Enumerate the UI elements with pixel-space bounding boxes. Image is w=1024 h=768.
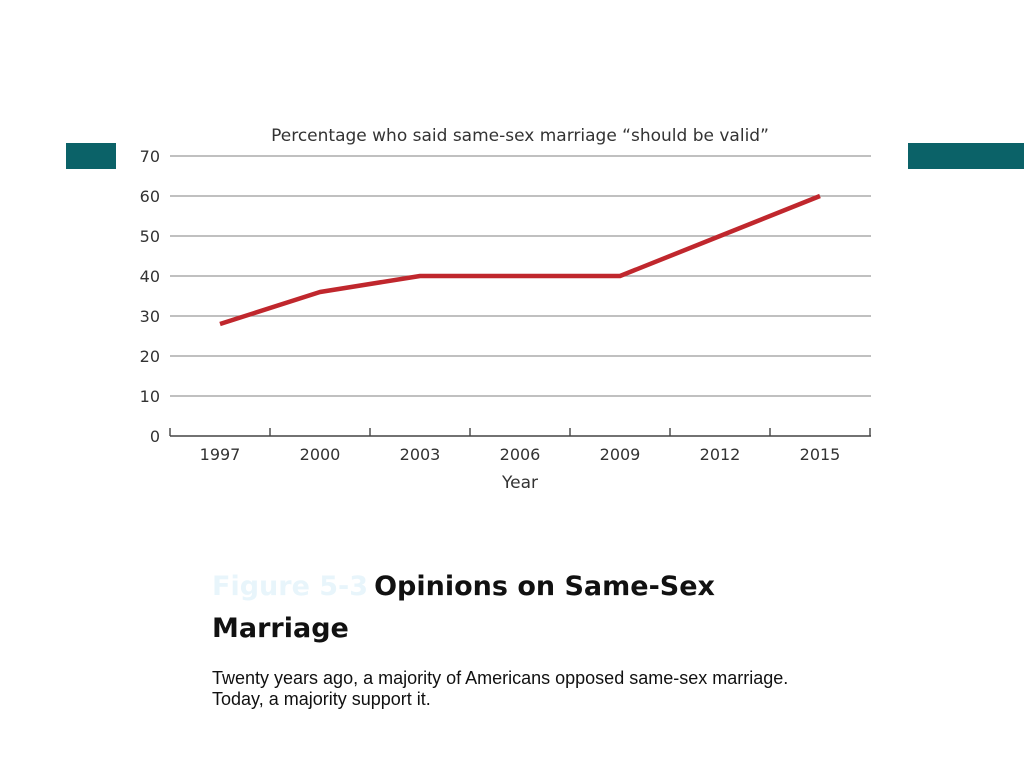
y-tick-label: 40 [140, 267, 160, 286]
y-tick-label: 0 [150, 427, 160, 446]
y-tick-label: 60 [140, 187, 160, 206]
x-tick-label: 2015 [800, 445, 841, 464]
series-line [219, 193, 821, 327]
x-tick-label: 2012 [700, 445, 741, 464]
figure-title: Opinions on Same-Sex Marriage [212, 571, 715, 644]
figure-description: Twenty years ago, a majority of American… [212, 668, 789, 709]
y-tick-label: 50 [140, 227, 160, 246]
series-layer [219, 193, 821, 327]
accent-bar-right [908, 143, 1024, 169]
y-tick-label: 30 [140, 307, 160, 326]
x-tick-label: 2000 [300, 445, 341, 464]
y-tick-label: 10 [140, 387, 160, 406]
x-tick-label: 2003 [400, 445, 441, 464]
line-chart: Percentage who said same-sex marriage “s… [140, 126, 871, 493]
grid-lines [170, 155, 871, 397]
x-tick-label: 1997 [200, 445, 241, 464]
axes: 0 10 20 30 40 50 60 70 1997 2000 2003 2006 2009 2012 2… [140, 147, 871, 464]
x-tick-label: 2009 [600, 445, 641, 464]
x-tick-label: 2006 [500, 445, 541, 464]
y-tick-label: 70 [140, 147, 160, 166]
chart-title: Percentage who said same-sex marriage “s… [271, 126, 769, 146]
y-tick-label: 20 [140, 347, 160, 366]
accent-bar-left [66, 143, 116, 169]
figure-caption: Figure 5-3 Opinions on Same-Sex Marriage [212, 566, 772, 650]
figure-label: Figure 5-3 [212, 571, 369, 602]
x-axis-title: Year [501, 473, 538, 493]
